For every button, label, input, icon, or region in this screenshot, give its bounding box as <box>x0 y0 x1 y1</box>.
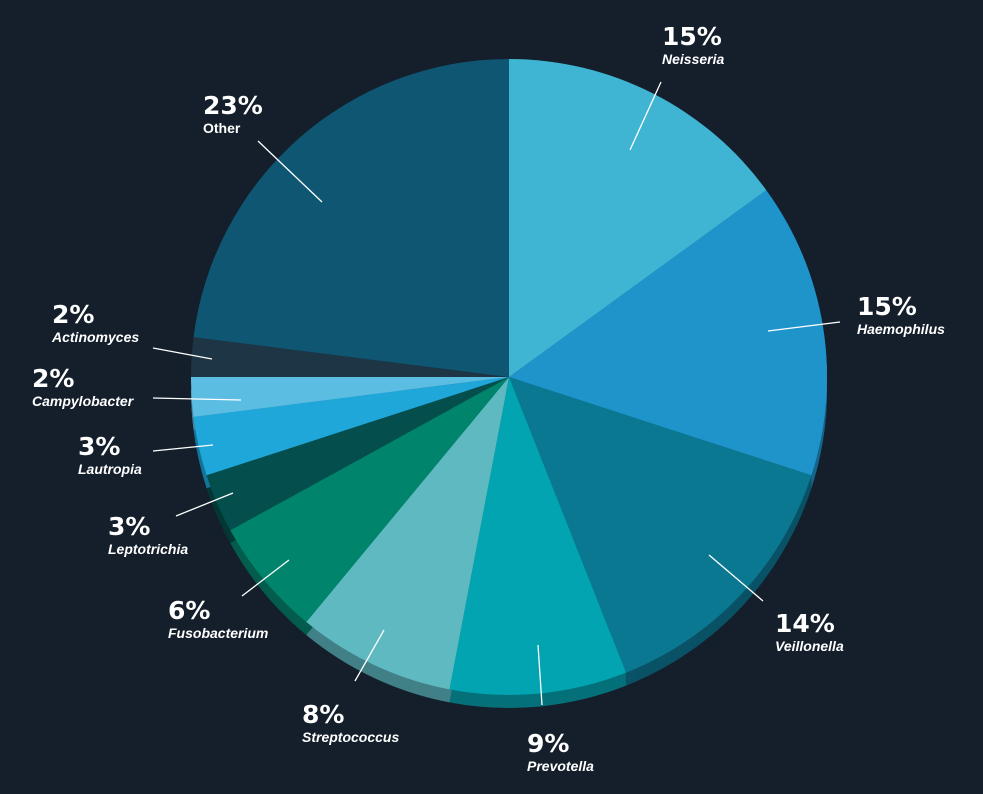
data-label-veillonella: 14% <box>775 609 835 638</box>
pie-slice-haemophilus <box>509 190 828 476</box>
category-label-fusobacterium: Fusobacterium <box>168 625 268 641</box>
leader-line-neisseria <box>629 81 662 151</box>
leader-line-other <box>257 140 323 203</box>
leader-line-haemophilus <box>767 321 841 332</box>
leader-line-campylobacter <box>152 397 242 401</box>
slice-labels: 15%Neisseria15%Haemophilus14%Veillonella… <box>32 22 945 774</box>
leader-line-leptotrichia <box>175 492 234 517</box>
category-label-campylobacter: Campylobacter <box>32 393 135 409</box>
pie-slice-campylobacter <box>191 377 509 417</box>
leader-line-prevotella <box>537 644 543 706</box>
leader-line-veillonella <box>708 554 764 602</box>
pie-slice-actinomyces <box>191 337 509 377</box>
data-label-leptotrichia: 3% <box>108 512 150 541</box>
data-label-neisseria: 15% <box>662 22 722 51</box>
pie-slice-veillonella <box>509 377 812 673</box>
pie-slice-neisseria <box>509 59 767 377</box>
pie-slice-streptococcus <box>306 377 509 690</box>
category-label-actinomyces: Actinomyces <box>51 329 139 345</box>
pie-slices <box>191 59 828 696</box>
data-label-haemophilus: 15% <box>857 292 917 321</box>
leader-line-fusobacterium <box>241 559 290 597</box>
category-label-prevotella: Prevotella <box>527 758 594 774</box>
data-label-actinomyces: 2% <box>52 300 94 329</box>
pie-slice-prevotella <box>449 377 627 696</box>
category-label-streptococcus: Streptococcus <box>302 729 399 745</box>
leader-line-streptococcus <box>354 629 385 682</box>
pie-slice-other <box>193 59 509 377</box>
pie-slice-leptotrichia <box>206 377 509 531</box>
data-label-other: 23% <box>203 91 263 120</box>
category-label-other: Other <box>203 120 241 136</box>
data-label-fusobacterium: 6% <box>168 596 210 625</box>
data-label-streptococcus: 8% <box>302 700 344 729</box>
data-label-campylobacter: 2% <box>32 364 74 393</box>
category-label-veillonella: Veillonella <box>775 638 844 654</box>
leader-line-actinomyces <box>152 347 213 360</box>
data-label-lautropia: 3% <box>78 432 120 461</box>
pie-slice-lautropia <box>193 377 509 476</box>
pie-slice-fusobacterium <box>230 377 509 623</box>
category-label-haemophilus: Haemophilus <box>857 321 945 337</box>
data-label-prevotella: 9% <box>527 729 569 758</box>
leader-line-lautropia <box>152 444 214 452</box>
category-label-leptotrichia: Leptotrichia <box>108 541 188 557</box>
category-label-lautropia: Lautropia <box>78 461 142 477</box>
category-label-neisseria: Neisseria <box>662 51 724 67</box>
